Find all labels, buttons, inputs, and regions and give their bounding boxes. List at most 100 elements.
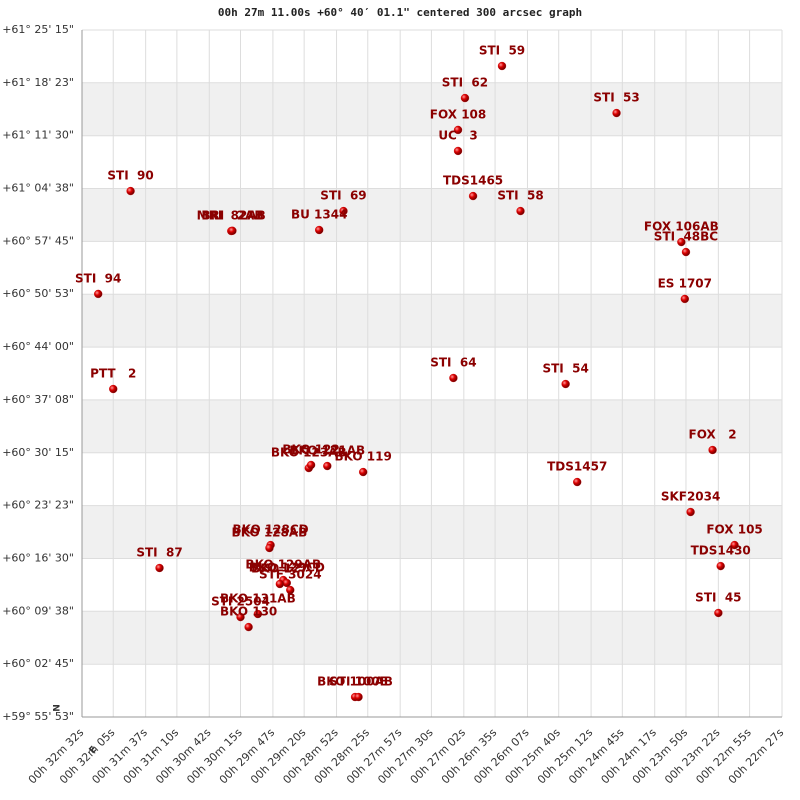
star-point: [339, 206, 348, 216]
y-tick-label: +60° 16' 30": [2, 552, 74, 565]
star-label: BKO 130: [220, 605, 277, 619]
star-label: BKO 123AB: [271, 446, 347, 460]
star-label: STI 64: [430, 355, 476, 369]
star-label: STI 90: [107, 169, 153, 183]
grid-band: [82, 399, 782, 453]
x-tick-label: 00h 28m 25s: [312, 726, 373, 787]
star-label: PTT 2: [90, 367, 136, 381]
star-label: STF 3024: [259, 568, 322, 582]
star-point: [253, 609, 263, 619]
star-point: [109, 384, 118, 394]
y-tick-label: +60° 30' 15": [2, 446, 74, 459]
star-point: [680, 294, 689, 304]
star-point: [468, 191, 478, 201]
star-point: [286, 585, 295, 595]
star-label: STI 53: [593, 91, 639, 105]
star-label: STI 59: [479, 44, 525, 58]
star-label: FOX 106AB: [644, 220, 719, 234]
star-point: [730, 540, 739, 550]
star-point: [497, 61, 507, 71]
chart-title: 00h 27m 11.00s +60° 40′ 01.1" centered 3…: [218, 6, 582, 19]
y-tick-label: +61° 04' 38": [2, 181, 74, 194]
star-point: [315, 225, 324, 235]
star-label: BKO 121AB: [289, 444, 365, 458]
x-tick-label: 00h 31m 10s: [121, 726, 182, 787]
star-label: STI 54: [542, 362, 588, 376]
star-point: [708, 445, 717, 455]
star-point: [306, 460, 316, 470]
star-label: STI 62: [442, 76, 488, 90]
star-point: [716, 561, 725, 571]
star-point: [453, 125, 463, 135]
y-tick-label: +60° 02' 45": [2, 657, 74, 670]
x-tick-label: 00h 26m 35s: [439, 726, 500, 787]
star-label: BKO 128CD: [233, 523, 309, 537]
compass-east: E: [88, 745, 99, 756]
star-point: [453, 146, 463, 156]
star-label: BKO 122: [282, 442, 339, 456]
star-label: BKO 131AB: [220, 591, 296, 605]
star-point: [275, 579, 285, 589]
star-point: [244, 622, 253, 632]
x-tick-label: 00h 23m 50s: [630, 726, 691, 787]
star-label: STI 58: [497, 189, 543, 203]
y-tick-label: +60° 57' 45": [2, 234, 74, 247]
star-point: [516, 206, 525, 216]
x-tick-label: 00h 25m 40s: [503, 726, 564, 787]
star-label: FOX 108: [430, 107, 486, 121]
star-point: [155, 563, 164, 573]
x-tick-label: 00h 32m 05s: [57, 726, 118, 787]
grid-band: [82, 611, 782, 665]
x-tick-label: 00h 29m 20s: [248, 726, 309, 787]
star-point: [573, 477, 582, 487]
star-point: [236, 612, 245, 622]
x-tick-label: 00h 24m 45s: [566, 726, 627, 787]
x-tick-label: 00h 22m 55s: [693, 726, 754, 787]
star-label: STI 69: [320, 189, 366, 203]
star-label: BKO 127: [251, 562, 308, 576]
star-label: BKO 128AB: [232, 526, 308, 540]
star-label: ES 1707: [658, 276, 712, 290]
star-label: MRI 82AB: [197, 209, 266, 223]
star-point: [686, 507, 695, 517]
star-label: BRI 2AB: [201, 208, 263, 222]
star-label: BKO 119: [334, 450, 391, 464]
star-point: [677, 237, 686, 247]
star-label: SKF2034: [661, 490, 721, 504]
star-point: [126, 186, 135, 196]
star-label: STI 94: [75, 271, 121, 285]
y-tick-label: +61° 25' 15": [2, 23, 74, 36]
star-point: [714, 608, 723, 618]
star-point: [323, 461, 332, 471]
bands: [82, 82, 782, 665]
star-label: STI 87: [136, 545, 182, 559]
star-label: STI 2504: [211, 595, 270, 609]
y-tick-label: +60° 37' 08": [2, 393, 74, 406]
star-point: [359, 467, 368, 477]
x-tick-label: 00h 27m 30s: [375, 726, 436, 787]
grid-band: [82, 82, 782, 136]
star-point: [612, 108, 621, 118]
star-point: [265, 543, 274, 553]
star-label: BU 1344: [291, 208, 347, 222]
star-label: FOX 2: [689, 427, 737, 441]
y-tick-label: +60° 44' 00": [2, 340, 74, 353]
compass-north: N: [53, 704, 63, 712]
star-label: BKO 129AB: [245, 558, 321, 572]
grid-band: [82, 505, 782, 559]
star-label: TDS1457: [547, 460, 607, 474]
star-label: TDS1430: [691, 544, 751, 558]
star-point: [681, 247, 691, 257]
star-point: [449, 373, 458, 383]
star-label: STI 48BC: [654, 230, 718, 244]
star-label: BKO 100AB: [317, 675, 393, 689]
x-tick-label: 00h 30m 15s: [184, 726, 245, 787]
star-label: STI 100E: [329, 675, 388, 689]
star-label: BKO 129CD: [249, 560, 325, 574]
star-point: [354, 692, 363, 702]
y-tick-label: +59° 55' 53": [2, 710, 74, 723]
y-tick-label: +61° 18' 23": [2, 76, 74, 89]
star-label: FOX 105: [706, 523, 762, 537]
y-tick-label: +60° 50' 53": [2, 287, 74, 300]
